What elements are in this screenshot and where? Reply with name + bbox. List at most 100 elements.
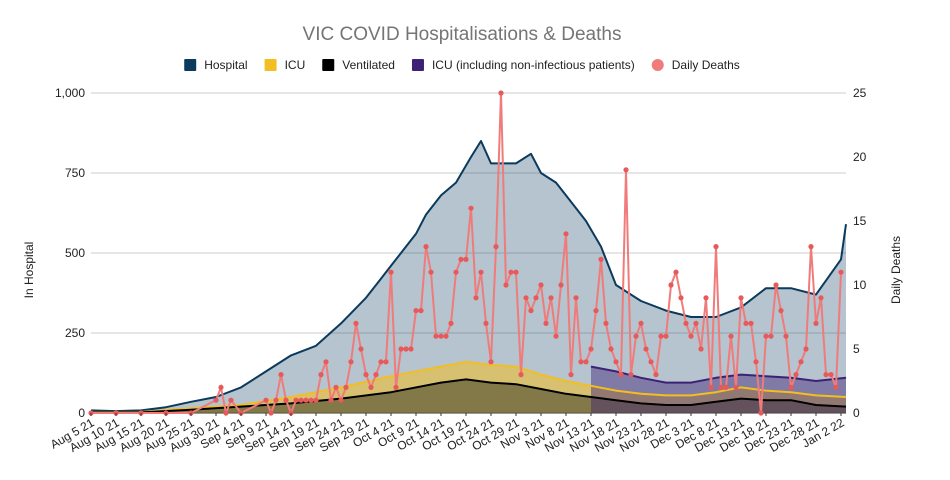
daily-deaths-point (433, 333, 439, 339)
daily-deaths-point (608, 346, 614, 352)
daily-deaths-point (278, 372, 284, 378)
daily-deaths-point (558, 282, 564, 288)
daily-deaths-point (298, 397, 304, 403)
series-lines (90, 140, 847, 414)
daily-deaths-point (583, 359, 589, 365)
daily-deaths-point (323, 359, 329, 365)
y-left-axis-label: In Hospital (22, 242, 36, 299)
daily-deaths-point (548, 295, 554, 301)
daily-deaths-point (518, 372, 524, 378)
daily-deaths-point (808, 244, 814, 250)
daily-deaths-point (463, 256, 469, 262)
y-left-tick-label: 0 (78, 406, 85, 420)
daily-deaths-point (798, 359, 804, 365)
daily-deaths-line (91, 92, 842, 417)
y-left-tick-label: 500 (65, 246, 85, 260)
daily-deaths-point (628, 372, 634, 378)
daily-deaths-point (743, 320, 749, 326)
daily-deaths-point (398, 346, 404, 352)
daily-deaths-point (303, 397, 309, 403)
daily-deaths-point (368, 384, 374, 390)
daily-deaths-point (783, 333, 789, 339)
daily-deaths-point (538, 282, 544, 288)
legend-swatch-ventilated (322, 59, 335, 71)
legend-swatch-icu-including-non-infectious-patients (411, 59, 424, 71)
daily-deaths-point (723, 384, 729, 390)
y-right-tick-label: 0 (853, 406, 860, 420)
series-areas (91, 141, 846, 413)
legend-swatch-daily-deaths (651, 59, 664, 71)
daily-deaths-point (428, 269, 434, 275)
daily-deaths-point (218, 384, 224, 390)
daily-deaths-point (493, 244, 499, 250)
daily-deaths-point (413, 308, 419, 314)
daily-deaths-point (443, 333, 449, 339)
daily-deaths-point (668, 282, 674, 288)
legend-label-hospital: Hospital (204, 58, 247, 72)
daily-deaths-point (823, 372, 829, 378)
y-left-tick-label: 1,000 (55, 86, 85, 100)
daily-deaths-point (373, 372, 379, 378)
daily-deaths-point (688, 333, 694, 339)
daily-deaths-point (328, 397, 334, 403)
legend: Hospital ICU Ventilated ICU (including non-… (184, 58, 740, 72)
legend-swatch-icu (264, 59, 277, 71)
daily-deaths-point (593, 308, 599, 314)
daily-deaths-point (733, 384, 739, 390)
y-right-tick-label: 20 (853, 150, 867, 164)
daily-deaths-point (293, 397, 299, 403)
daily-deaths-point (773, 282, 779, 288)
daily-deaths-point (603, 320, 609, 326)
daily-deaths-point (498, 90, 504, 96)
daily-deaths-point (573, 295, 579, 301)
daily-deaths-point (533, 295, 539, 301)
daily-deaths-point (508, 269, 514, 275)
daily-deaths-point (633, 333, 639, 339)
daily-deaths-point (578, 359, 584, 365)
daily-deaths-point (423, 244, 429, 250)
daily-deaths-point (813, 320, 819, 326)
daily-deaths-point (358, 346, 364, 352)
daily-deaths-point (588, 346, 594, 352)
daily-deaths-point (778, 308, 784, 314)
daily-deaths-point (663, 333, 669, 339)
daily-deaths-point (653, 372, 659, 378)
daily-deaths-point (263, 397, 269, 403)
daily-deaths-point (658, 333, 664, 339)
legend-swatch-hospital (184, 59, 197, 71)
daily-deaths-point (673, 269, 679, 275)
daily-deaths-point (768, 333, 774, 339)
daily-deaths-point (388, 269, 394, 275)
daily-deaths-point (718, 384, 724, 390)
daily-deaths-point (393, 384, 399, 390)
daily-deaths-point (378, 359, 384, 365)
icu-line (91, 360, 847, 413)
y-left-tick-label: 750 (65, 166, 85, 180)
hospital-line (90, 140, 847, 413)
daily-deaths-point (528, 308, 534, 314)
daily-deaths-point (343, 384, 349, 390)
daily-deaths-point (403, 346, 409, 352)
daily-deaths-point (553, 333, 559, 339)
ventilated-line (91, 378, 847, 414)
daily-deaths-point (418, 308, 424, 314)
daily-deaths-point (748, 320, 754, 326)
daily-deaths-point (793, 372, 799, 378)
y-right-tick-label: 15 (853, 214, 867, 228)
daily-deaths-point (563, 231, 569, 237)
daily-deaths-point (268, 410, 274, 416)
daily-deaths-point (648, 359, 654, 365)
daily-deaths-point (338, 397, 344, 403)
daily-deaths-point (223, 410, 229, 416)
y-right-axis-label: Daily Deaths (889, 236, 903, 304)
daily-deaths-point (833, 384, 839, 390)
daily-deaths-point (828, 372, 834, 378)
daily-deaths-point (348, 359, 354, 365)
daily-deaths-point (273, 397, 279, 403)
daily-deaths-point (523, 295, 529, 301)
daily-deaths-point (468, 205, 474, 211)
legend-label-ventilated: Ventilated (342, 58, 395, 72)
y-left-tick-label: 250 (65, 326, 85, 340)
daily-deaths-point (708, 384, 714, 390)
